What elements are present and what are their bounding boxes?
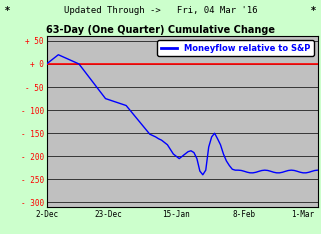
Text: *: *: [311, 6, 316, 16]
Text: Updated Through ->   Fri, 04 Mar '16: Updated Through -> Fri, 04 Mar '16: [64, 6, 257, 15]
Text: 63-Day (One Quarter) Cumulative Change: 63-Day (One Quarter) Cumulative Change: [46, 25, 275, 35]
Text: *: *: [5, 6, 10, 16]
Legend: Moneyflow relative to S&P: Moneyflow relative to S&P: [157, 40, 314, 56]
